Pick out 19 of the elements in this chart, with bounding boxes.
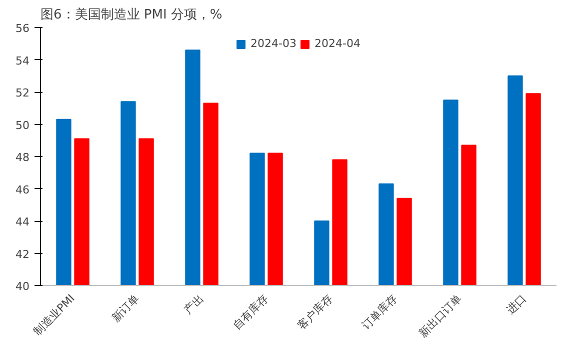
chart-title: 图6：美国制造业 PMI 分项，% [40, 6, 222, 22]
y-tick-label: 48 [16, 151, 30, 164]
x-tick-label: 新出口订单 [416, 292, 464, 340]
legend-label: 2024-04 [314, 37, 360, 50]
x-tick-label: 订单库存 [360, 292, 400, 332]
x-tick-label: 进口 [504, 292, 529, 317]
y-tick-label: 50 [16, 118, 30, 132]
y-tick-label: 44 [16, 216, 30, 228]
x-tick-label: 自有库存 [230, 292, 271, 332]
y-tick-label: 46 [16, 183, 30, 196]
y-tick-label: 56 [16, 22, 30, 35]
x-tick-label: 客户库存 [295, 292, 336, 332]
y-tick-label: 42 [16, 248, 30, 261]
y-tick-label: 40 [16, 280, 30, 293]
legend-label: 2024-03 [250, 37, 296, 50]
x-tick-label: 新订单 [109, 292, 142, 324]
y-tick-label: 54 [16, 54, 30, 68]
x-tick-label: 产出 [182, 292, 206, 317]
y-tick-label: 52 [16, 86, 30, 100]
